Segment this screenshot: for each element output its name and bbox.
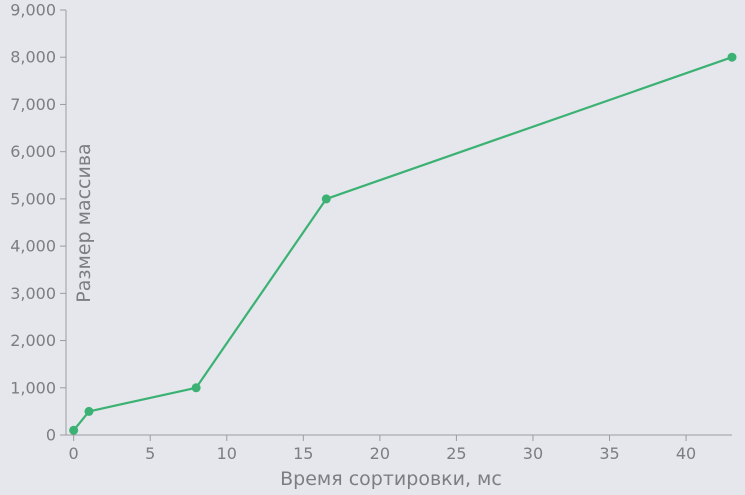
x-tick-label: 30 [523,444,543,463]
x-tick-label: 0 [69,444,79,463]
y-tick-label: 6,000 [10,142,56,161]
axes [65,10,732,436]
y-tick-label: 5,000 [10,189,56,208]
data-point[interactable] [191,383,201,393]
data-point[interactable] [321,194,331,204]
y-tick-label: 9,000 [10,1,56,20]
data-point[interactable] [84,406,94,416]
x-tick-label: 25 [446,444,466,463]
y-tick-label: 1,000 [10,378,56,397]
series-layer [69,52,737,435]
y-ticks: 0 1,000 2,000 3,000 4,000 5,000 6,000 7,000 8,00… [10,1,66,445]
x-tick-label: 10 [217,444,237,463]
series-line [72,56,733,431]
x-tick-label: 5 [145,444,155,463]
x-tick-label: 15 [293,444,313,463]
y-tick-label: 7,000 [10,95,56,114]
x-tick-label: 20 [370,444,390,463]
y-axis-title: Размер массива [73,143,95,302]
x-axis-title: Время сортировки, мс [280,468,502,490]
y-tick-label: 3,000 [10,284,56,303]
y-tick-label: 4,000 [10,237,56,256]
x-tick-label: 40 [676,444,696,463]
y-tick-label: 0 [46,426,56,445]
data-point[interactable] [727,52,737,62]
y-tick-label: 2,000 [10,331,56,350]
data-point[interactable] [69,425,79,435]
x-ticks: 0 5 10 15 20 25 30 35 40 [69,435,696,463]
y-tick-label: 8,000 [10,48,56,67]
x-tick-label: 35 [599,444,619,463]
